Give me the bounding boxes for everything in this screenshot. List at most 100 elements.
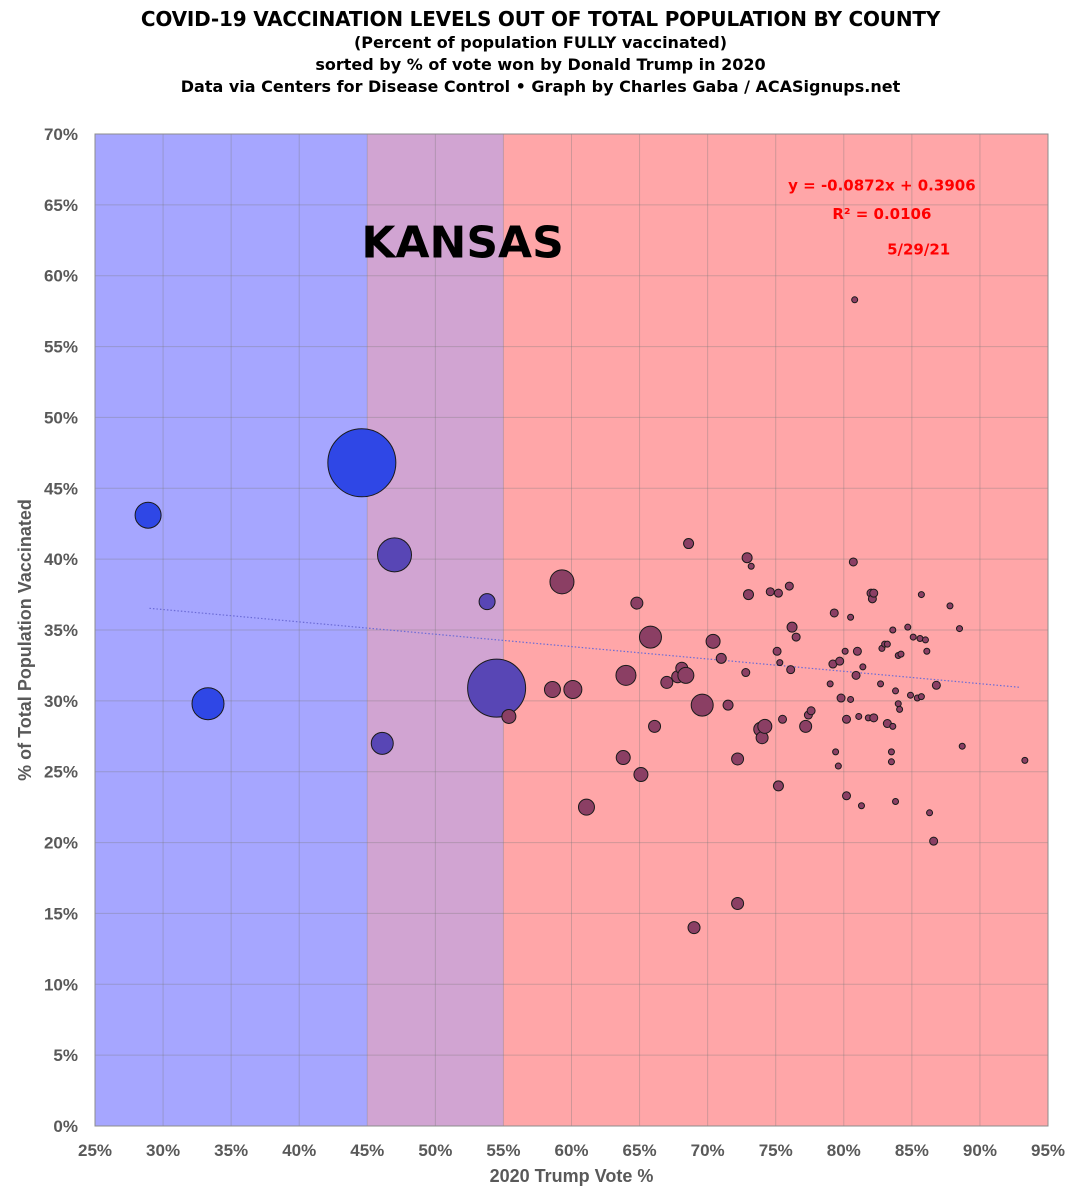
zone-swing — [367, 134, 504, 1126]
data-point — [847, 613, 855, 621]
data-point — [772, 646, 782, 656]
y-tick-label: 50% — [44, 408, 78, 427]
y-axis-title: % of Total Population Vaccinated — [15, 499, 35, 781]
x-tick-label: 30% — [146, 1141, 180, 1160]
y-tick-label: 25% — [44, 763, 78, 782]
data-point — [806, 706, 816, 716]
data-point — [741, 552, 753, 564]
data-point — [956, 625, 964, 633]
chart-subtitle-1: (Percent of population FULLY vaccinated) — [353, 33, 727, 52]
data-point — [722, 699, 734, 711]
data-point — [836, 693, 846, 703]
data-point — [638, 625, 662, 649]
data-point — [869, 588, 879, 598]
x-tick-label: 25% — [78, 1141, 112, 1160]
data-point — [731, 752, 745, 766]
chart-header: COVID-19 VACCINATION LEVELS OUT OF TOTAL… — [0, 6, 1081, 98]
data-point — [786, 665, 796, 675]
x-tick-label: 40% — [282, 1141, 316, 1160]
data-point — [842, 791, 852, 801]
data-point — [929, 836, 939, 846]
data-point — [832, 748, 840, 756]
data-point — [897, 650, 905, 658]
x-axis-ticks: 25% 30% 35% 40% 45% 50% 55% 60% 65% 70% 75% 80% 85% 9… — [78, 1141, 1065, 1160]
data-point — [892, 797, 900, 805]
data-point — [478, 593, 496, 611]
data-point — [687, 921, 701, 935]
data-point — [906, 691, 914, 699]
data-point — [835, 656, 845, 666]
data-point — [841, 647, 849, 655]
data-point — [923, 647, 931, 655]
y-tick-label: 65% — [44, 196, 78, 215]
data-point — [889, 626, 897, 634]
y-tick-label: 70% — [44, 125, 78, 144]
y-tick-label: 35% — [44, 621, 78, 640]
x-tick-label: 80% — [827, 1141, 861, 1160]
x-tick-label: 65% — [623, 1141, 657, 1160]
data-point — [848, 557, 858, 567]
data-point — [615, 664, 637, 686]
y-tick-label: 10% — [44, 975, 78, 994]
x-tick-label: 85% — [895, 1141, 929, 1160]
data-point — [904, 623, 912, 631]
data-point — [926, 809, 934, 817]
data-point — [869, 713, 879, 723]
y-tick-label: 45% — [44, 479, 78, 498]
y-tick-label: 30% — [44, 692, 78, 711]
data-point — [892, 687, 900, 695]
data-point — [847, 695, 855, 703]
data-point — [577, 798, 595, 816]
x-tick-label: 75% — [759, 1141, 793, 1160]
data-point — [747, 562, 755, 570]
zone-biden — [95, 134, 368, 1126]
x-tick-label: 70% — [691, 1141, 725, 1160]
data-point — [887, 748, 895, 756]
plot-area-frame — [94, 133, 1049, 1127]
data-point — [191, 687, 225, 721]
x-tick-label: 95% — [1031, 1141, 1065, 1160]
chart-title: COVID-19 VACCINATION LEVELS OUT OF TOTAL… — [140, 7, 941, 31]
data-point — [370, 731, 394, 755]
data-point — [887, 758, 895, 766]
data-point — [909, 633, 917, 641]
data-point — [786, 621, 798, 633]
data-point — [784, 581, 794, 591]
data-point — [776, 659, 784, 667]
data-point — [859, 663, 867, 671]
x-tick-label: 55% — [486, 1141, 520, 1160]
data-point — [742, 589, 754, 601]
data-point — [1021, 756, 1029, 764]
data-point — [851, 670, 861, 680]
data-point — [134, 501, 162, 529]
data-point — [826, 680, 834, 688]
chart-date: 5/29/21 — [887, 240, 950, 258]
trendline — [149, 607, 1021, 688]
y-tick-label: 60% — [44, 267, 78, 286]
data-point — [834, 762, 842, 770]
data-point — [705, 633, 721, 649]
x-axis-title: 2020 Trump Vote % — [490, 1166, 654, 1186]
data-point — [946, 602, 954, 610]
data-point — [931, 680, 941, 690]
data-point — [633, 767, 649, 783]
data-point — [958, 742, 966, 750]
data-point — [765, 587, 775, 597]
chart-subtitle-2: sorted by % of vote won by Donald Trump … — [315, 55, 766, 74]
data-point — [852, 646, 862, 656]
y-tick-label: 40% — [44, 550, 78, 569]
data-point — [501, 708, 517, 724]
trend-equation: y = -0.0872x + 0.3906 — [788, 177, 975, 195]
y-tick-label: 15% — [44, 904, 78, 923]
data-point — [773, 588, 783, 598]
data-point — [683, 538, 695, 550]
x-tick-label: 90% — [963, 1141, 997, 1160]
data-point — [883, 640, 891, 648]
data-point — [889, 722, 897, 730]
data-point — [877, 680, 885, 688]
data-points — [134, 296, 1029, 935]
data-point — [563, 680, 583, 700]
y-axis-ticks: 0% 5% 10% 15% 20% 25% 30% 35% 40% 45% 50% 55% 60% 65%… — [44, 125, 78, 1136]
data-point — [757, 718, 773, 734]
y-tick-label: 20% — [44, 834, 78, 853]
